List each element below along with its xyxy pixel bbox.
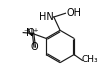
- Text: HN: HN: [39, 12, 53, 22]
- Text: ⁻O: ⁻O: [23, 28, 35, 37]
- Text: CH₃: CH₃: [82, 55, 99, 64]
- Text: OH: OH: [66, 8, 81, 18]
- Text: O: O: [30, 42, 38, 52]
- Text: N⁺: N⁺: [26, 28, 39, 38]
